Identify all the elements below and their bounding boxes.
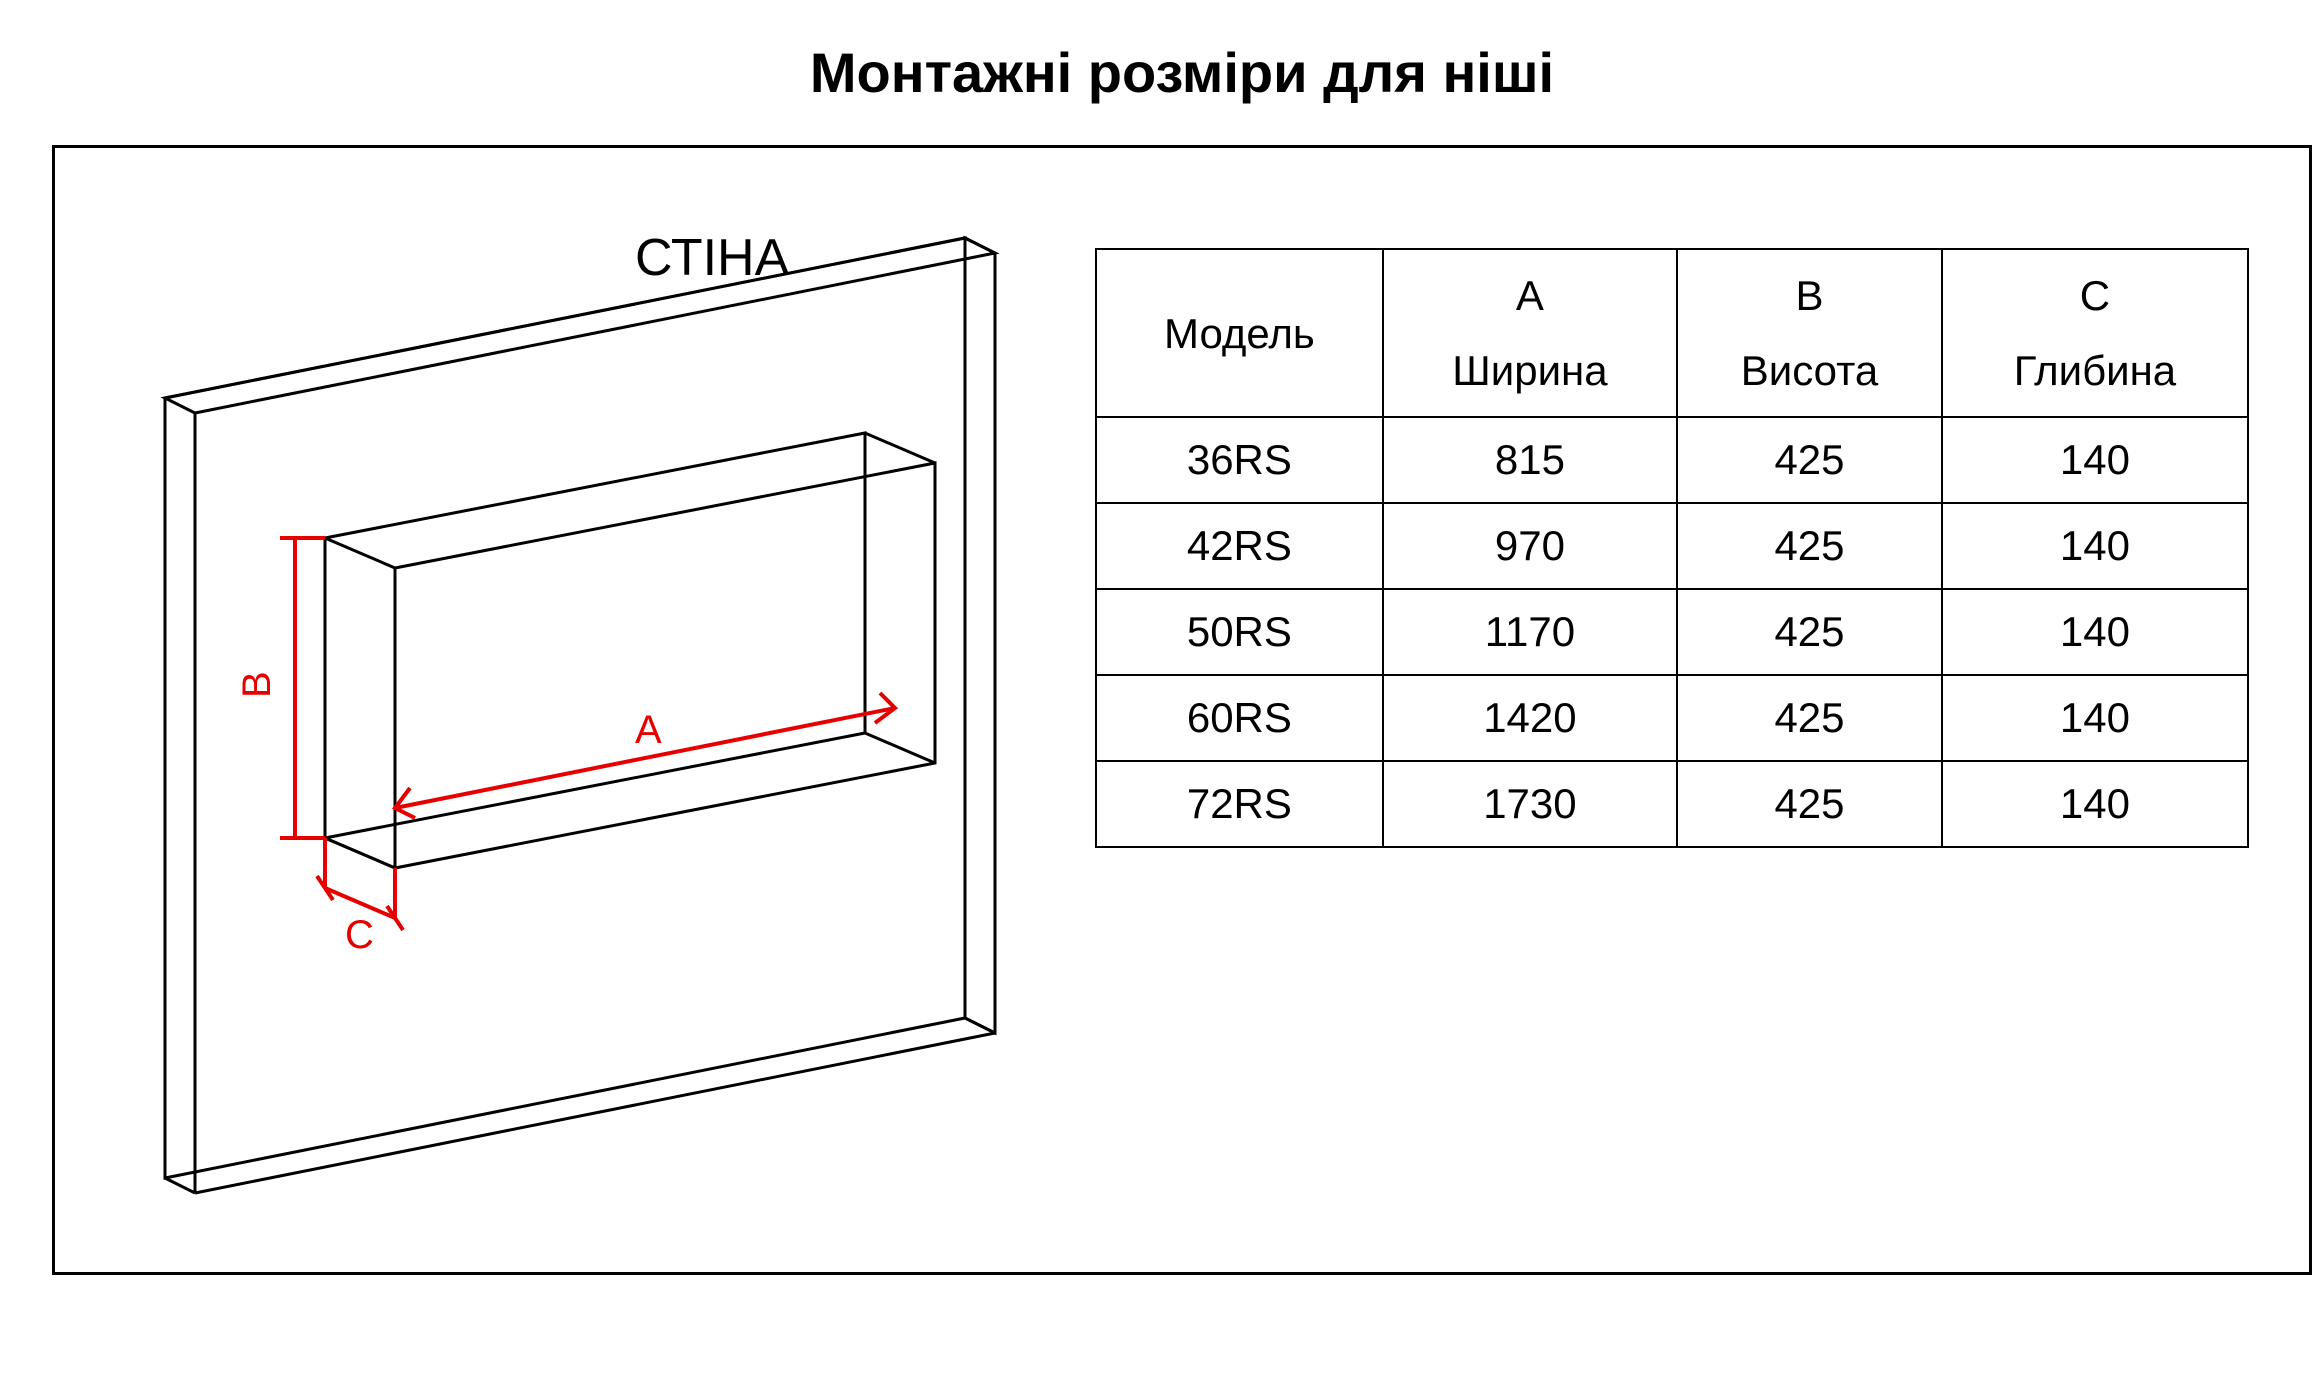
- col-c-header: C Глибина: [1942, 249, 2248, 417]
- cell-b: 425: [1677, 417, 1942, 503]
- col-a-sub: Ширина: [1394, 339, 1666, 402]
- table-row: 50RS 1170 425 140: [1096, 589, 2248, 675]
- dim-label-b: B: [235, 671, 279, 698]
- table-row: 60RS 1420 425 140: [1096, 675, 2248, 761]
- cell-b: 425: [1677, 503, 1942, 589]
- col-c-sub: Глибина: [1953, 339, 2237, 402]
- cell-model: 50RS: [1096, 589, 1383, 675]
- col-model-header: Модель: [1096, 249, 1383, 417]
- cell-b: 425: [1677, 675, 1942, 761]
- dimensions-table: Модель A Ширина B Висота C Глибина: [1095, 248, 2249, 848]
- cell-a: 970: [1383, 503, 1677, 589]
- cell-a: 1420: [1383, 675, 1677, 761]
- col-b-sub: Висота: [1688, 339, 1931, 402]
- page-title: Монтажні розміри для ніші: [20, 40, 2324, 105]
- cell-c: 140: [1942, 503, 2248, 589]
- cell-b: 425: [1677, 589, 1942, 675]
- cell-c: 140: [1942, 761, 2248, 847]
- cell-c: 140: [1942, 417, 2248, 503]
- cell-model: 42RS: [1096, 503, 1383, 589]
- col-c-top: C: [2080, 272, 2110, 319]
- table-row: 36RS 815 425 140: [1096, 417, 2248, 503]
- col-a-top: A: [1516, 272, 1544, 319]
- table-header-row: Модель A Ширина B Висота C Глибина: [1096, 249, 2248, 417]
- cell-model: 60RS: [1096, 675, 1383, 761]
- page-container: Монтажні розміри для ніші СТІНА: [20, 40, 2324, 1362]
- model-header-text: Модель: [1164, 310, 1315, 357]
- col-a-header: A Ширина: [1383, 249, 1677, 417]
- table-row: 42RS 970 425 140: [1096, 503, 2248, 589]
- table-area: Модель A Ширина B Висота C Глибина: [1075, 148, 2309, 1272]
- cell-a: 1170: [1383, 589, 1677, 675]
- cell-c: 140: [1942, 675, 2248, 761]
- col-b-header: B Висота: [1677, 249, 1942, 417]
- cell-a: 1730: [1383, 761, 1677, 847]
- table-row: 72RS 1730 425 140: [1096, 761, 2248, 847]
- cell-a: 815: [1383, 417, 1677, 503]
- col-b-top: B: [1795, 272, 1823, 319]
- cell-model: 36RS: [1096, 417, 1383, 503]
- cell-b: 425: [1677, 761, 1942, 847]
- diagram-area: СТІНА: [55, 148, 1075, 1272]
- dim-label-c: C: [345, 913, 374, 957]
- cell-c: 140: [1942, 589, 2248, 675]
- cell-model: 72RS: [1096, 761, 1383, 847]
- dim-label-a: A: [635, 708, 662, 752]
- wall-diagram: B A C: [95, 188, 1075, 1248]
- content-frame: СТІНА: [52, 145, 2312, 1275]
